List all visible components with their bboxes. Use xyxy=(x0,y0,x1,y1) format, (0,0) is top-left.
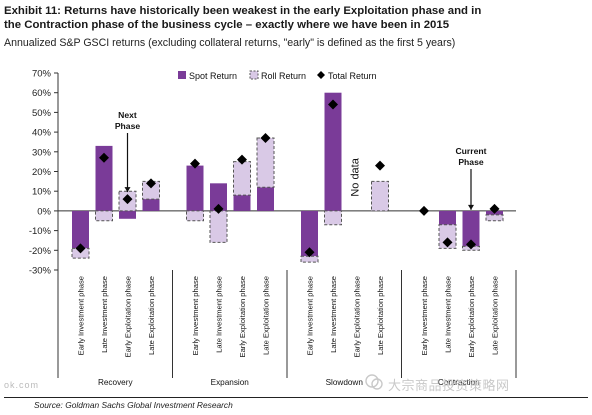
category-label: Late Exploitation phase xyxy=(376,276,385,355)
spot-bar xyxy=(210,183,227,211)
chart-subtitle: Annualized S&P GSCI returns (excluding c… xyxy=(4,37,456,49)
roll-bar xyxy=(300,255,319,263)
roll-bar xyxy=(324,210,342,226)
category-label: Late Exploitation phase xyxy=(262,276,271,355)
total-return-marker xyxy=(213,203,224,214)
total-return-marker xyxy=(75,243,86,254)
spot-bar xyxy=(324,92,342,211)
y-tick-label: -10% xyxy=(29,226,52,237)
roll-bar xyxy=(233,161,251,196)
labels-layer: 70% 60% 50% 40% 30% 20% 10% 0% -10% -20% -30% Early… xyxy=(29,69,500,388)
y-tick-label: -30% xyxy=(29,266,52,277)
title-line-1: Exhibit 11: Returns have historically be… xyxy=(4,5,482,17)
roll-bar xyxy=(95,210,113,222)
category-label: Early Exploitation phase xyxy=(238,276,247,357)
total-return-marker xyxy=(146,178,156,189)
category-label: Late Investment phase xyxy=(444,276,453,353)
legend: Spot Return Roll Return Total Return xyxy=(178,70,377,81)
category-label: Early Exploitation phase xyxy=(124,276,133,357)
spot-bar xyxy=(257,187,274,211)
total-return-marker xyxy=(442,237,453,248)
y-tick-label: 70% xyxy=(32,69,52,80)
roll-bar xyxy=(485,214,504,222)
total-return-marker xyxy=(489,203,500,214)
category-label: Early Exploitation phase xyxy=(467,276,476,357)
y-tick-label: 0% xyxy=(37,206,51,217)
total-return-marker xyxy=(304,247,315,258)
y-tick-label: 40% xyxy=(32,128,52,139)
category-label: Early Investment phase xyxy=(191,276,200,355)
total-return-marker xyxy=(99,152,109,163)
legend-label-roll: Roll Return xyxy=(261,71,306,81)
total-return-marker xyxy=(122,194,133,205)
total-return-marker xyxy=(260,133,271,144)
spot-bar xyxy=(439,210,456,225)
roll-bar xyxy=(142,180,160,200)
spot-bar xyxy=(119,210,136,219)
axis-layer xyxy=(54,72,517,378)
source-note: Source: Goldman Sachs Global Investment … xyxy=(34,400,233,410)
total-return-marker xyxy=(419,205,429,216)
spot-bar xyxy=(462,210,480,247)
category-label: Early Investment phase xyxy=(420,276,429,355)
total-return-marker xyxy=(237,154,247,165)
spot-bar xyxy=(142,199,160,211)
roll-bar xyxy=(371,180,389,212)
category-label: Early Exploitation phase xyxy=(353,276,362,357)
roll-bar xyxy=(209,210,228,243)
legend-label-spot: Spot Return xyxy=(189,71,237,81)
watermark-text: 大宗商品投资策略网 xyxy=(388,378,510,393)
annotation-arrow-head xyxy=(124,187,131,193)
markers-layer xyxy=(75,99,500,258)
category-label: Late Investment phase xyxy=(215,276,224,353)
category-label: Late Investment phase xyxy=(329,276,338,353)
legend-swatch-roll xyxy=(249,70,259,80)
group-label: Slowdown xyxy=(326,378,364,387)
legend-label-total: Total Return xyxy=(328,71,377,81)
footer-rule xyxy=(4,397,588,398)
no-data-label: No data xyxy=(350,157,362,196)
annotation-arrow-head xyxy=(468,204,474,210)
y-tick-label: -20% xyxy=(29,246,52,257)
legend-marker-total xyxy=(317,71,325,79)
total-return-marker xyxy=(375,160,385,171)
category-label: Late Exploitation phase xyxy=(147,276,156,355)
spot-bar xyxy=(186,165,204,211)
title-line-2: the Contraction phase of the business cy… xyxy=(4,19,450,31)
y-tick-label: 60% xyxy=(32,88,52,99)
category-label: Late Investment phase xyxy=(100,276,109,353)
wechat-icon xyxy=(365,374,383,390)
group-label: Expansion xyxy=(211,378,250,387)
spot-bar xyxy=(72,210,89,249)
category-label: Early Investment phase xyxy=(77,276,86,355)
roll-bar xyxy=(256,137,275,188)
y-tick-label: 10% xyxy=(32,187,52,198)
watermark-left: ok.com xyxy=(4,380,40,390)
group-label: Contraction xyxy=(438,378,480,387)
total-return-marker xyxy=(466,239,476,250)
y-tick-label: 30% xyxy=(32,147,52,158)
y-tick-label: 50% xyxy=(32,108,52,119)
annotation-line-1: Current xyxy=(455,146,486,156)
category-label: Late Exploitation phase xyxy=(491,276,500,355)
spot-bar xyxy=(95,145,113,211)
annotation-line-1: Next xyxy=(118,110,137,120)
chart-title: Exhibit 11: Returns have historically be… xyxy=(4,4,588,32)
legend-swatch-spot xyxy=(178,71,186,79)
spot-bar xyxy=(233,195,251,211)
annotation-line-2: Phase xyxy=(115,121,141,131)
roll-bar xyxy=(186,210,204,222)
annotation-line-2: Phase xyxy=(458,157,484,167)
category-label: Early Investment phase xyxy=(306,276,315,355)
total-return-marker xyxy=(328,99,338,110)
group-label: Recovery xyxy=(98,378,133,387)
y-tick-label: 20% xyxy=(32,167,52,178)
total-return-marker xyxy=(190,158,200,169)
spot-bar xyxy=(301,210,318,257)
